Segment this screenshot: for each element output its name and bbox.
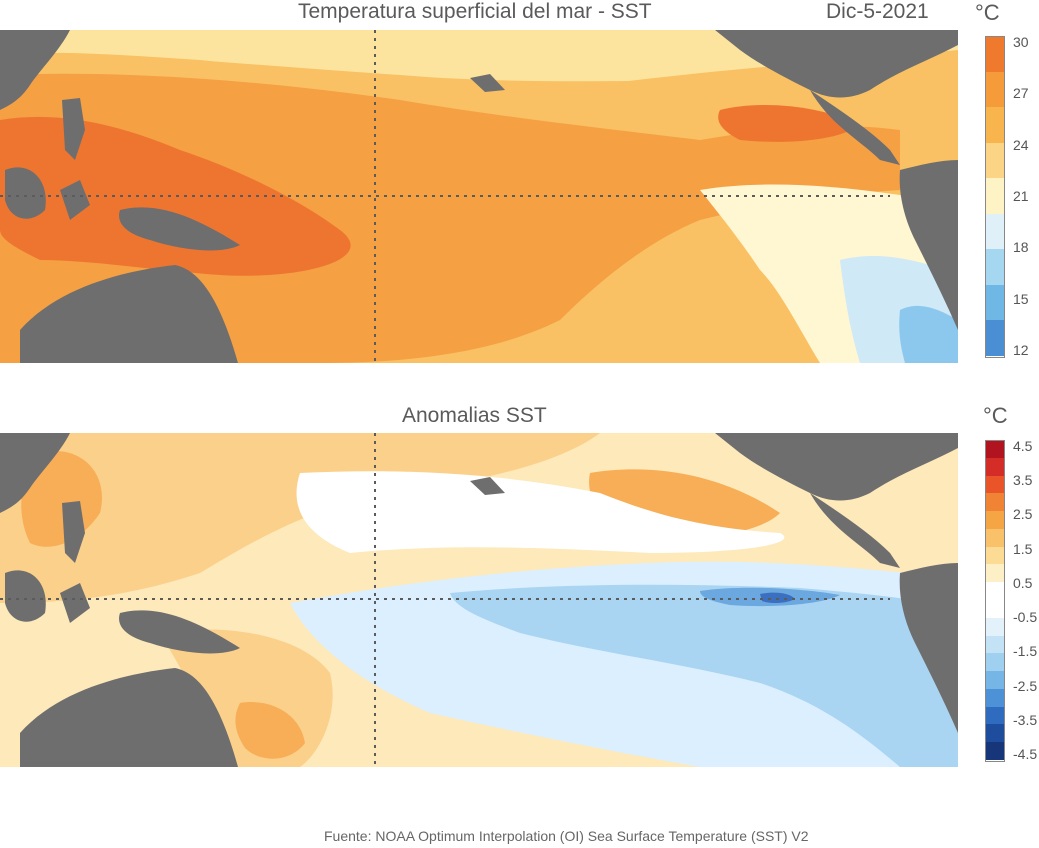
anomaly-colorbar-tick: -4.5 <box>1013 746 1038 762</box>
anomaly-colorbar-segment <box>985 511 1005 530</box>
sst-colorbar-segment <box>985 36 1005 73</box>
anomaly-colorbar-segment <box>985 706 1005 725</box>
sst-coldest-southeast <box>899 305 958 363</box>
central-america <box>810 493 900 568</box>
south-america <box>899 563 958 733</box>
anomaly-colorbar-tick: 4.5 <box>1013 438 1033 454</box>
anomaly-colorbar-tick: -1.5 <box>1013 643 1038 660</box>
anomaly-colorbar-segment <box>985 493 1005 512</box>
sst-north-cool-band <box>0 30 958 90</box>
sst-colorbar-tick: 21 <box>1013 188 1029 204</box>
sst-warm-pool <box>0 116 351 276</box>
sst-colorbar-segment <box>985 178 1005 215</box>
anomaly-colorbar-segment <box>985 564 1005 583</box>
source-footer: Fuente: NOAA Optimum Interpolation (OI) … <box>324 828 809 844</box>
philippines <box>62 501 85 563</box>
sst-date: Dic-5-2021 <box>826 0 929 23</box>
sst-colorbar-segment <box>985 284 1005 321</box>
central-america <box>810 90 900 165</box>
anomaly-colorbar-segment <box>985 653 1005 672</box>
anomaly-colorbar-tick: 0.5 <box>1013 574 1033 591</box>
asia-mainland <box>0 30 70 110</box>
hawaii <box>470 74 505 92</box>
sst-colorbar-tick: 27 <box>1013 85 1029 102</box>
asia-mainland <box>0 433 70 513</box>
anomaly-colorbar-tick: 1.5 <box>1013 540 1033 557</box>
anomaly-colorbar-tick: -3.5 <box>1013 711 1038 728</box>
anomaly-colorbar-tick: -2.5 <box>1013 677 1038 694</box>
anomaly-colorbar-segment <box>985 600 1005 619</box>
anomaly-colorbar-tick: 2.5 <box>1013 506 1033 523</box>
anomaly-colorbar <box>985 440 1005 762</box>
anomaly-land <box>0 433 958 767</box>
sst-title: Temperatura superficial del mar - SST <box>298 0 652 23</box>
anomaly-colorbar-segment <box>985 724 1005 743</box>
anomaly-coldest-patch <box>760 592 795 604</box>
sst-colorbar-segment <box>985 107 1005 144</box>
anomaly-pale-north <box>296 471 785 553</box>
anomaly-colorbar-segment <box>985 671 1005 690</box>
anomaly-colorbar-segment <box>985 742 1005 761</box>
sst-colorbar-segment <box>985 213 1005 250</box>
anomaly-colorbar-segment <box>985 440 1005 459</box>
new-guinea <box>119 610 240 654</box>
australia <box>20 668 238 767</box>
sst-colorbar-segment <box>985 249 1005 286</box>
anomaly-colorbar-segment <box>985 546 1005 565</box>
australia <box>20 265 238 363</box>
sst-map-svg <box>0 30 958 363</box>
sst-unit: °C <box>975 0 1000 25</box>
anomaly-colorbar-segment <box>985 475 1005 494</box>
anomaly-colorbar-segment <box>985 528 1005 548</box>
north-america <box>715 433 958 501</box>
new-guinea <box>119 207 240 251</box>
anomaly-unit: °C <box>983 403 1008 428</box>
sst-map <box>0 30 958 363</box>
sst-central-america-warm <box>718 105 860 142</box>
anomaly-colorbar-segment <box>985 688 1005 708</box>
anomaly-map <box>0 433 958 767</box>
sst-colorbar-segment <box>985 320 1005 357</box>
sst-colorbar-tick: 15 <box>1013 290 1029 307</box>
borneo <box>5 570 46 622</box>
sulawesi <box>60 583 90 623</box>
hawaii <box>470 477 505 495</box>
sst-colorbar-tick: 12 <box>1013 342 1029 358</box>
anomaly-colorbar-segment <box>985 582 1005 601</box>
anomaly-colorbar-tick: -0.5 <box>1013 609 1038 626</box>
philippines <box>62 98 85 160</box>
sst-colorbar-frame <box>985 36 1005 358</box>
south-america <box>899 160 958 330</box>
anomaly-cold-band <box>450 584 958 767</box>
anomaly-warm-australia-east <box>235 702 305 759</box>
sst-colorbar-tick: 30 <box>1013 34 1029 50</box>
sst-colorbar-segment <box>985 142 1005 179</box>
sst-warm-belt <box>0 73 900 363</box>
sulawesi <box>60 180 90 220</box>
anomaly-colorbar-segment <box>985 457 1005 477</box>
sst-colorbar <box>985 36 1005 358</box>
anomaly-colorbar-tick: 3.5 <box>1013 472 1033 489</box>
sst-land <box>0 30 958 363</box>
anomaly-colorbar-segment <box>985 617 1005 637</box>
anomaly-title: Anomalias SST <box>402 404 547 427</box>
borneo <box>5 167 46 219</box>
sst-colorbar-tick: 18 <box>1013 239 1029 256</box>
sst-colorbar-tick: 24 <box>1013 136 1029 153</box>
north-america <box>715 30 958 98</box>
anomaly-map-svg <box>0 433 958 767</box>
sst-colorbar-segment <box>985 71 1005 108</box>
anomaly-colorbar-segment <box>985 635 1005 654</box>
anomaly-colorbar-frame <box>985 440 1005 762</box>
